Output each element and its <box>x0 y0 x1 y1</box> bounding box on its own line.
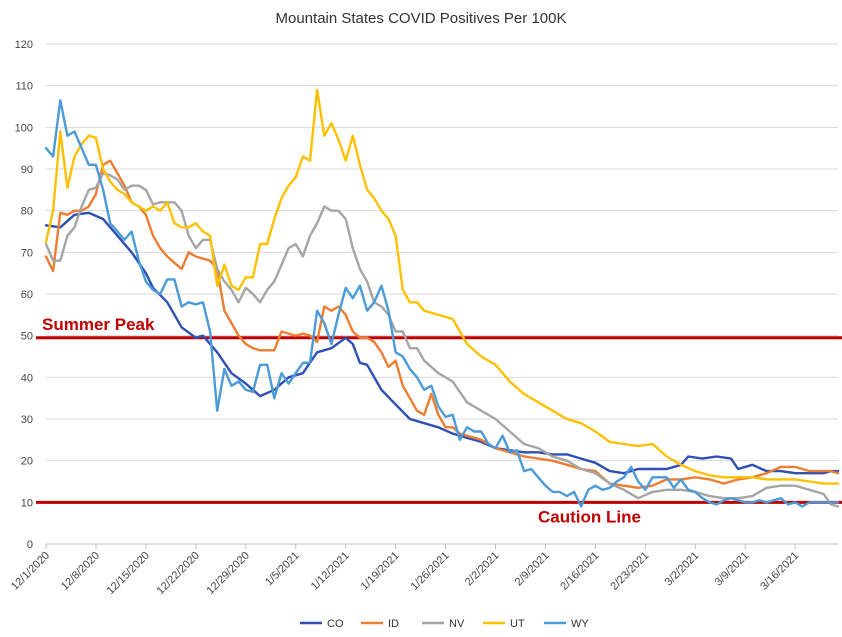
y-tick-label: 20 <box>21 456 33 468</box>
legend: CO ID NV UT WY <box>300 618 589 630</box>
chart-title: Mountain States COVID Positives Per 100K <box>276 10 567 27</box>
legend-label-ut: UT <box>510 618 525 630</box>
series-line-co <box>44 211 840 475</box>
legend-label-nv: NV <box>449 618 465 630</box>
y-tick-label: 0 <box>27 539 33 551</box>
y-axis-ticks: 0 10 20 30 40 50 60 70 80 90 100 110 120 <box>15 39 33 551</box>
legend-label-wy: WY <box>571 618 589 630</box>
summer-peak-label: Summer Peak <box>42 315 155 334</box>
y-tick-label: 70 <box>21 247 33 259</box>
legend-label-id: ID <box>388 618 399 630</box>
y-tick-label: 110 <box>15 81 33 93</box>
y-tick-label: 40 <box>21 372 33 384</box>
y-tick-label: 90 <box>21 164 33 176</box>
reference-labels: Summer Peak Caution Line <box>42 315 641 527</box>
y-tick-label: 120 <box>15 39 33 51</box>
series-lines <box>44 88 840 508</box>
caution-line-label: Caution Line <box>538 507 641 526</box>
y-tick-label: 60 <box>21 289 33 301</box>
y-tick-label: 10 <box>21 497 33 509</box>
series-line-ut <box>44 88 840 485</box>
y-tick-label: 30 <box>21 414 33 426</box>
y-tick-label: 100 <box>15 122 33 134</box>
y-tick-label: 80 <box>21 206 33 218</box>
series-line-wy <box>44 99 840 508</box>
legend-label-co: CO <box>327 618 344 630</box>
y-tick-label: 50 <box>21 331 33 343</box>
series-line-nv <box>44 172 840 508</box>
